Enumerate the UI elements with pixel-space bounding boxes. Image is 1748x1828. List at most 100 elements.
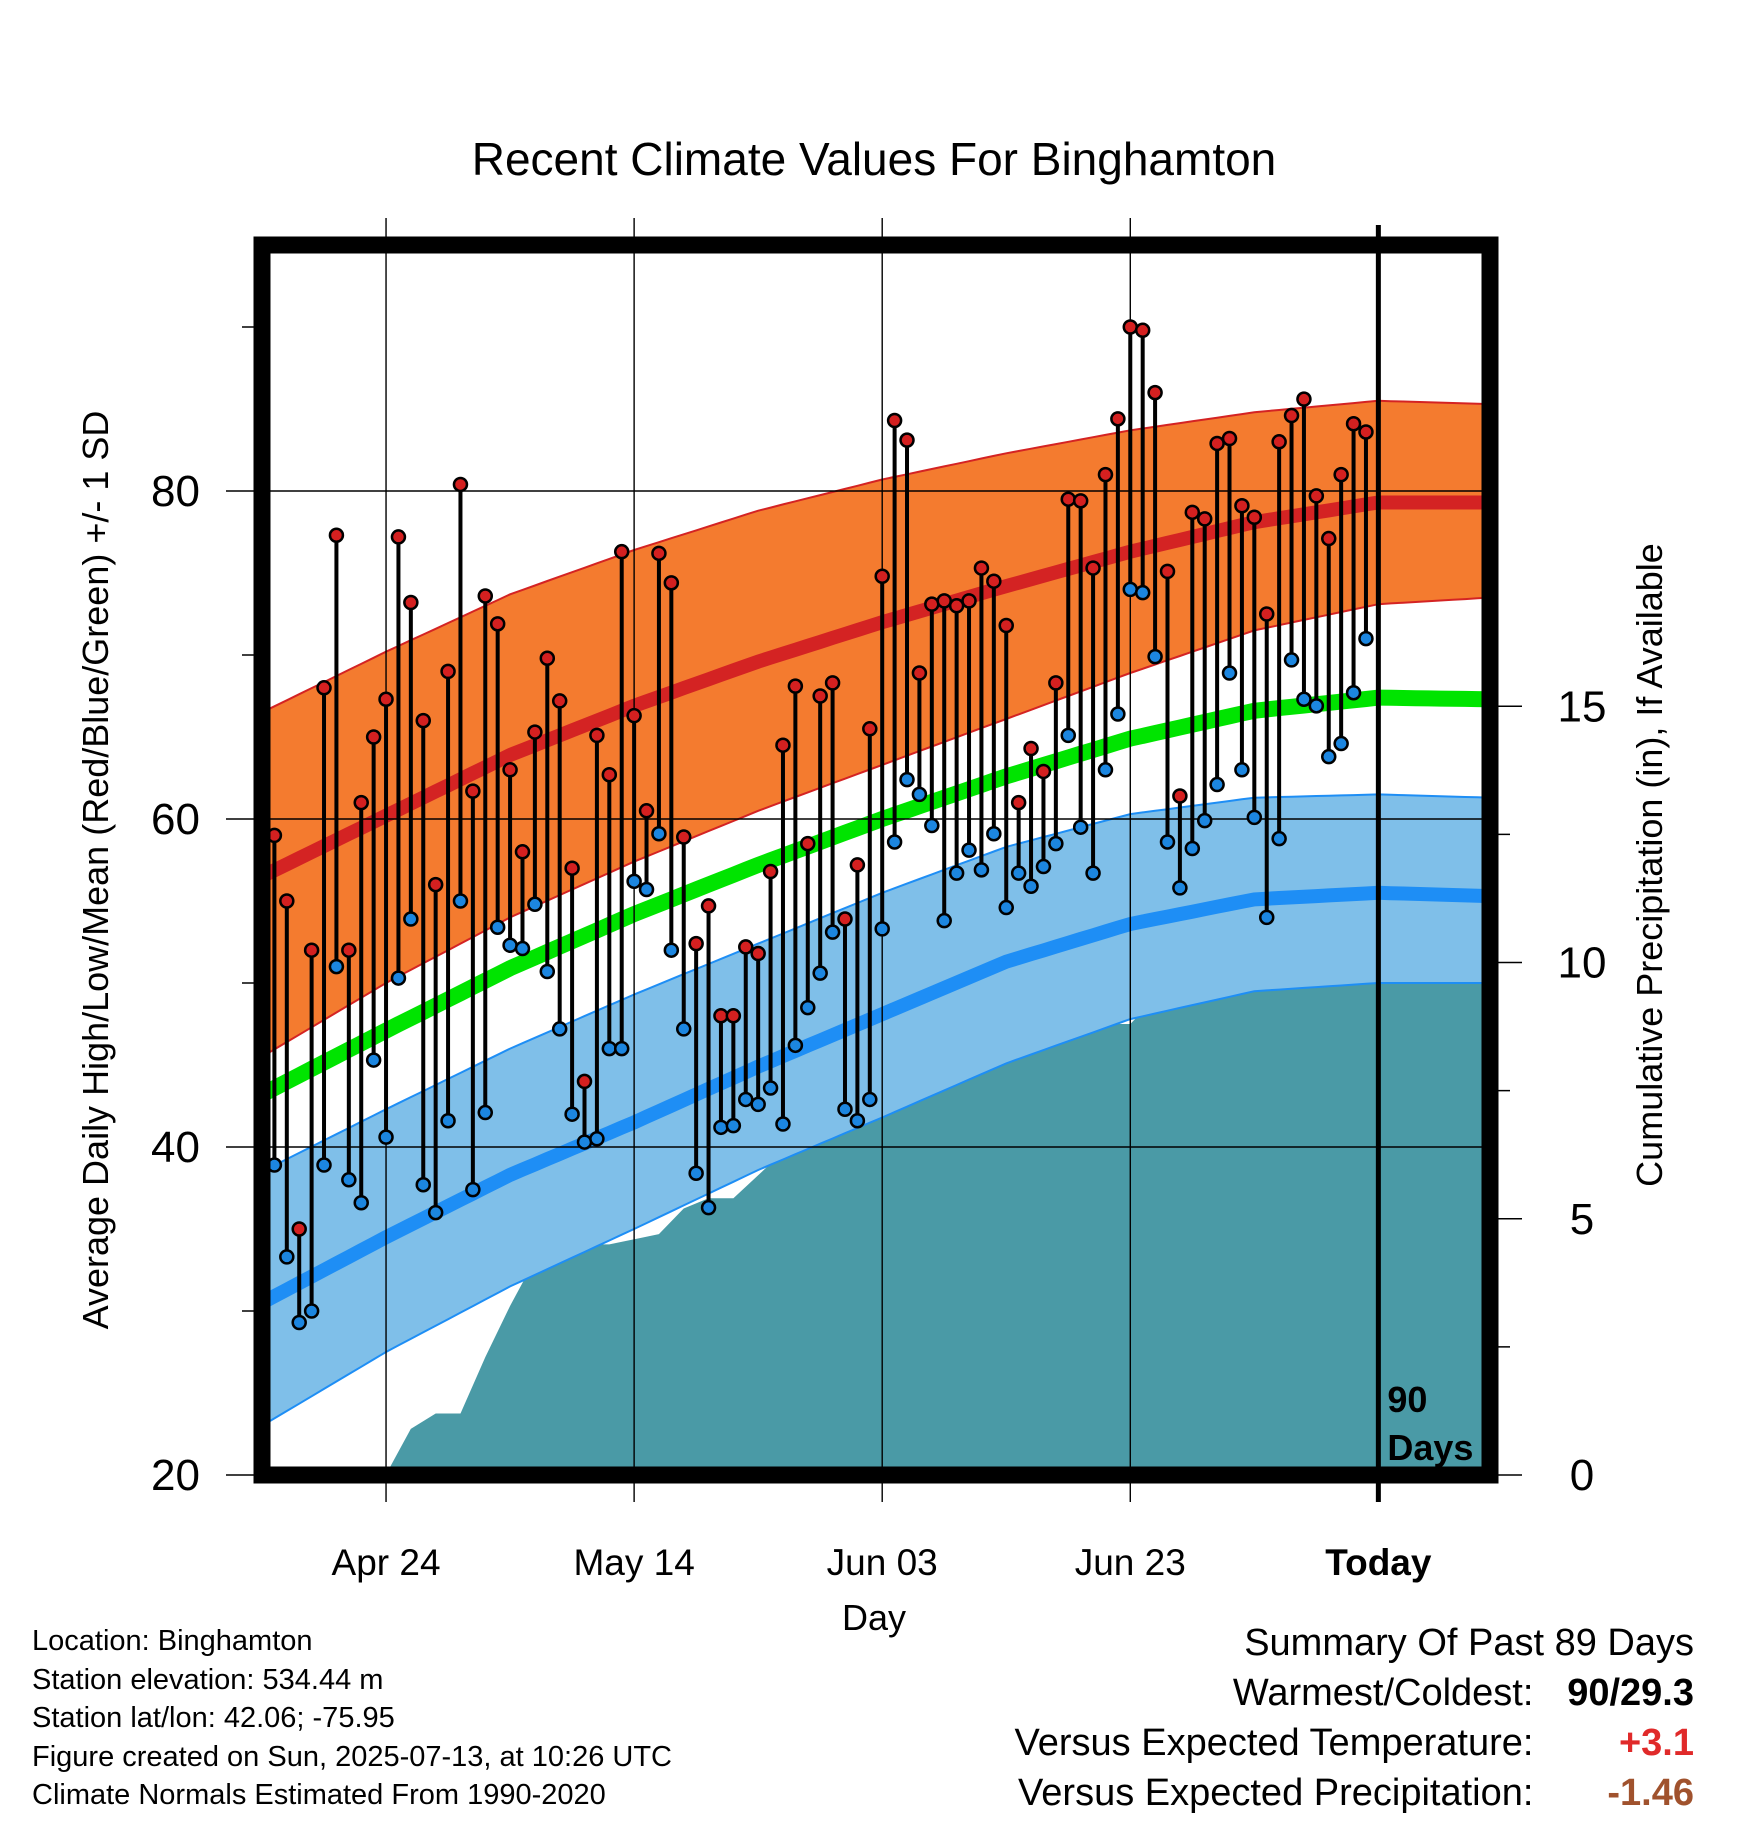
low-point-9 [378, 1129, 394, 1145]
low-point-46 [837, 1101, 853, 1118]
high-point-68 [1110, 411, 1126, 427]
summary-vs-temp: Versus Expected Temperature: +3.1 [1015, 1718, 1694, 1768]
high-point-37 [725, 1008, 742, 1024]
low-point-4 [316, 1157, 332, 1173]
y2-axis-label: Cumulative Precipitation (in), If Availa… [1629, 543, 1670, 1187]
summary-title: Summary Of Past 89 Days [1244, 1622, 1694, 1664]
low-point-15 [452, 893, 469, 909]
high-point-26 [589, 727, 605, 744]
low-point-42 [787, 1037, 804, 1054]
high-point-25 [576, 1073, 593, 1090]
low-point-82 [1283, 652, 1300, 668]
low-point-24 [564, 1106, 580, 1122]
low-point-33 [675, 1021, 692, 1037]
mean-line [258, 689, 1491, 1102]
low-point-75 [1196, 812, 1213, 829]
low-point-1 [279, 1249, 295, 1265]
vs-temp-value: +3.1 [1618, 1722, 1694, 1764]
x-axis-label: Day [842, 1597, 906, 1638]
x-tick-label-3: Jun 23 [1075, 1542, 1186, 1583]
high-point-34 [688, 935, 704, 952]
high-point-27 [601, 766, 618, 783]
high-point-62 [1035, 763, 1052, 780]
low-mean-line [258, 885, 1491, 1309]
low-point-8 [365, 1052, 382, 1068]
low-point-19 [502, 937, 518, 954]
high-point-13 [427, 876, 444, 893]
low-point-32 [663, 942, 680, 958]
low-point-61 [1023, 878, 1039, 894]
low-point-27 [601, 1040, 618, 1057]
low-point-66 [1085, 865, 1101, 881]
low-point-13 [427, 1204, 444, 1221]
high-point-40 [762, 863, 779, 880]
high-point-23 [551, 693, 568, 709]
low-point-26 [589, 1131, 605, 1147]
low-point-12 [415, 1176, 432, 1193]
high-point-50 [886, 412, 903, 429]
vs-precip-value: -1.46 [1607, 1772, 1694, 1814]
high-point-60 [1010, 794, 1027, 811]
high-point-83 [1296, 391, 1312, 407]
low-point-36 [713, 1119, 729, 1136]
low-point-35 [700, 1199, 717, 1216]
low-point-68 [1110, 706, 1126, 722]
high-point-10 [390, 529, 407, 545]
high-point-29 [626, 707, 642, 724]
high-point-11 [403, 594, 419, 611]
high-point-21 [527, 724, 543, 740]
high-point-12 [415, 712, 432, 729]
low-point-76 [1209, 776, 1225, 793]
high-point-44 [812, 688, 828, 704]
low-point-74 [1184, 840, 1201, 857]
high-point-45 [824, 675, 841, 691]
low-point-3 [303, 1303, 320, 1319]
high-point-18 [489, 616, 506, 632]
low-point-7 [353, 1195, 369, 1211]
today-days-word: Days [1387, 1427, 1473, 1468]
low-point-77 [1221, 665, 1238, 681]
high-point-16 [465, 783, 481, 799]
low-point-52 [911, 786, 928, 803]
high-point-72 [1159, 563, 1176, 580]
high-point-30 [638, 803, 655, 819]
low-point-40 [762, 1080, 779, 1096]
plot-frame [253, 236, 1499, 1484]
station-info: Location: Binghamton Station elevation: … [32, 1622, 672, 1815]
elevation-text: Station elevation: 534.44 m [32, 1663, 384, 1696]
high-point-38 [738, 939, 754, 955]
low-point-49 [874, 921, 890, 937]
high-point-20 [514, 844, 531, 860]
high-point-65 [1072, 493, 1089, 509]
y-axis-label: Average Daily High/Low/Mean (Red/Blue/Gr… [75, 411, 116, 1330]
high-mean-line [258, 495, 1490, 883]
low-point-23 [551, 1021, 568, 1037]
low-point-37 [725, 1117, 742, 1134]
y-tick-label-20: 20 [151, 1451, 200, 1500]
low-point-80 [1258, 909, 1275, 926]
high-point-43 [800, 835, 816, 852]
low-point-5 [328, 958, 345, 975]
low-point-73 [1172, 880, 1188, 896]
high-point-78 [1234, 498, 1250, 514]
y-tick-label-80: 80 [151, 467, 200, 516]
y-tick-label-60: 60 [151, 795, 200, 844]
high-point-81 [1271, 434, 1287, 450]
high-point-82 [1283, 407, 1300, 424]
high-point-52 [911, 665, 928, 681]
high-point-39 [750, 945, 766, 962]
low-point-88 [1358, 630, 1374, 647]
high-point-32 [663, 575, 680, 591]
low-point-83 [1296, 691, 1312, 708]
low-point-57 [973, 862, 990, 878]
low-point-2 [291, 1314, 307, 1331]
low-point-18 [489, 919, 506, 935]
low-point-63 [1048, 835, 1064, 852]
low-point-55 [948, 865, 965, 881]
high-point-58 [986, 573, 1002, 589]
x-tick-label-4: Today [1325, 1542, 1432, 1583]
low-point-21 [527, 896, 543, 913]
high-point-3 [303, 942, 320, 958]
normals-period-text: Climate Normals Estimated From 1990-2020 [32, 1779, 606, 1811]
high-point-59 [998, 617, 1014, 634]
